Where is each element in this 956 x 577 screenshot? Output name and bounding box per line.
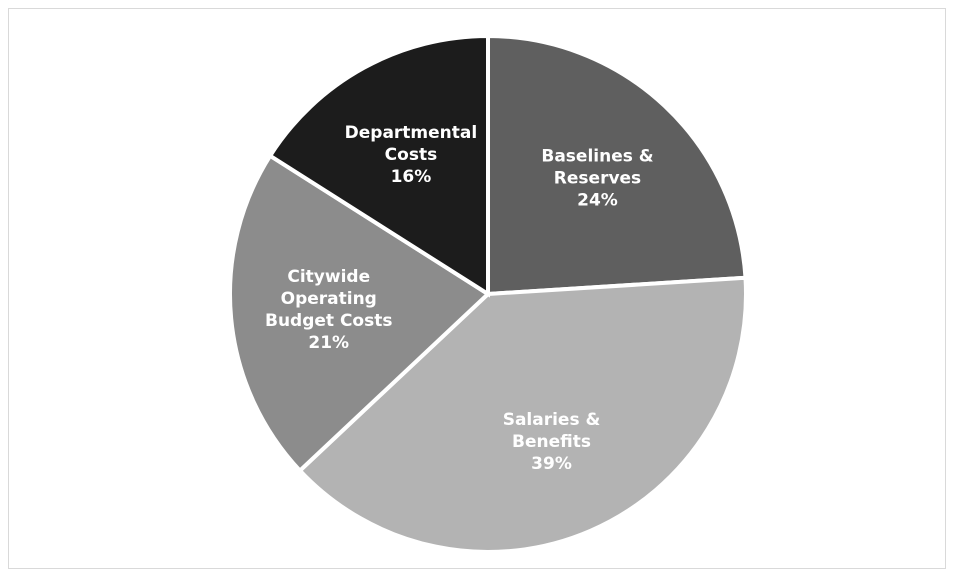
slice-percent-label: 24%: [577, 190, 618, 210]
slice-label: Salaries & Benefits 39%: [503, 410, 601, 474]
pie-slice: [297, 275, 748, 554]
slice-label: Departmental Costs 16%: [345, 123, 478, 187]
slice-category-label: Budget Costs: [265, 311, 393, 331]
slice-category-label: Salaries &: [503, 410, 601, 430]
slice-label: Citywide Operating Budget Costs 21%: [265, 267, 393, 353]
slice-category-label: Baselines &: [541, 146, 653, 166]
slice-category-label: Departmental: [345, 123, 478, 143]
slice-percent-label: 39%: [531, 454, 572, 474]
slice-category-label: Benefits: [512, 432, 591, 452]
pie-labels: Baselines & Reserves 24% Salaries & Benefits…: [265, 123, 654, 474]
slice-category-label: Citywide: [287, 267, 370, 287]
pie-slice: [267, 33, 490, 298]
slice-label: Baselines & Reserves 24%: [541, 146, 653, 210]
slice-percent-label: 21%: [308, 333, 349, 353]
slice-category-label: Reserves: [554, 168, 641, 188]
slice-percent-label: 16%: [391, 167, 432, 187]
pie-slice: [228, 152, 492, 474]
slice-category-label: Operating: [281, 289, 377, 309]
pie-slice: [486, 33, 748, 297]
pie-slices: [228, 33, 748, 554]
slice-category-label: Costs: [385, 145, 438, 165]
